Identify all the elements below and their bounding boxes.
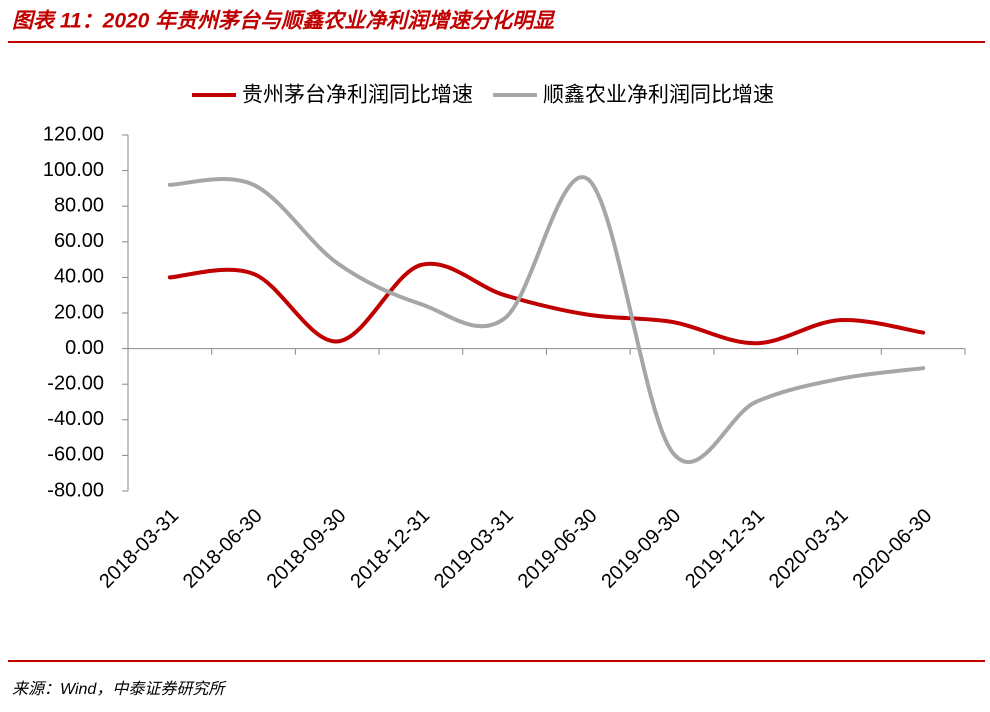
x-tick-label: 2020-06-30 xyxy=(849,505,937,593)
x-tick-label: 2020-03-31 xyxy=(765,505,853,593)
y-tick-label: 60.00 xyxy=(54,230,104,252)
legend-label: 贵州茅台净利润同比增速 xyxy=(242,84,473,107)
x-tick-label: 2019-12-31 xyxy=(681,505,769,593)
y-tick-label: -40.00 xyxy=(47,408,104,430)
x-tick-label: 2018-06-30 xyxy=(179,505,267,593)
x-tick-label: 2019-03-31 xyxy=(430,505,518,593)
x-tick-label: 2018-09-30 xyxy=(263,505,351,593)
x-tick-label: 2018-12-31 xyxy=(346,505,434,593)
y-tick-label: 0.00 xyxy=(65,337,104,359)
y-tick-label: -60.00 xyxy=(47,444,104,466)
source: 来源：Wind，中泰证券研究所 xyxy=(12,680,227,698)
x-tick-label: 2019-09-30 xyxy=(597,505,685,593)
y-tick-label: -20.00 xyxy=(47,372,104,394)
chart-title: 图表 11：2020 年贵州茅台与顺鑫农业净利润增速分化明显 xyxy=(12,9,556,33)
y-tick-label: 80.00 xyxy=(54,194,104,216)
y-tick-label: 40.00 xyxy=(54,266,104,288)
y-tick-label: 20.00 xyxy=(54,301,104,323)
x-tick-label: 2019-06-30 xyxy=(514,505,602,593)
y-tick-label: 100.00 xyxy=(43,159,104,181)
series-line xyxy=(167,261,926,346)
y-tick-label: -80.00 xyxy=(47,479,104,501)
legend-label: 顺鑫农业净利润同比增速 xyxy=(543,84,774,107)
series-line xyxy=(167,175,926,464)
x-tick-label: 2018-03-31 xyxy=(95,505,183,593)
y-tick-label: 120.00 xyxy=(43,123,104,145)
